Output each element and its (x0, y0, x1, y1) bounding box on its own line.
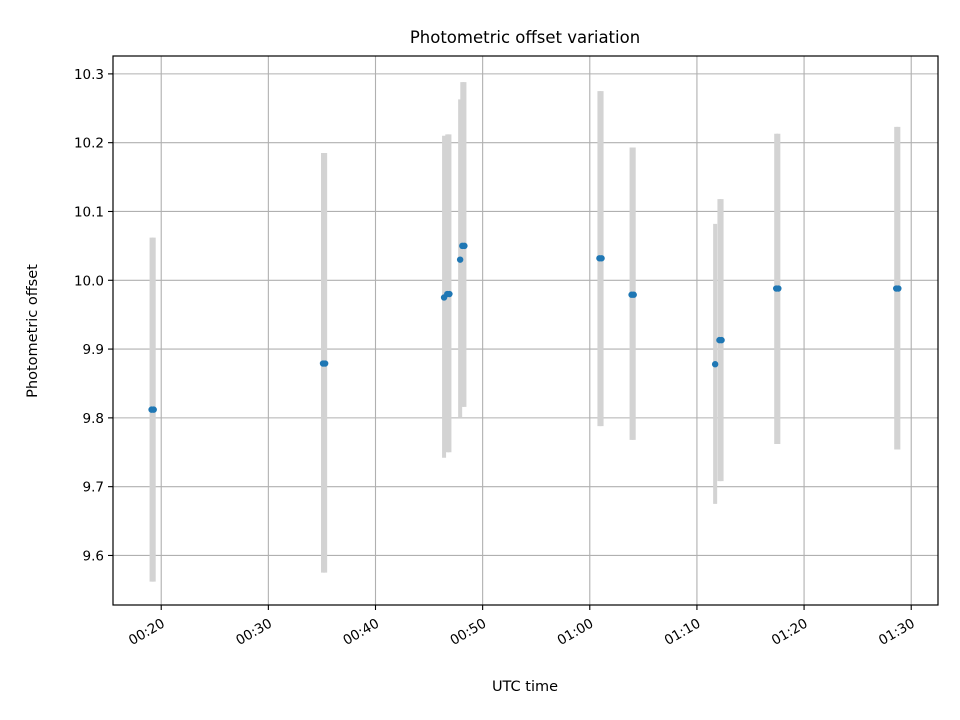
y-tick-label: 9.7 (83, 480, 104, 496)
data-point (321, 360, 329, 367)
data-point (150, 406, 157, 413)
y-axis-label: Photometric offset (25, 264, 41, 398)
y-tick-label: 10.3 (74, 67, 104, 83)
data-point (775, 285, 782, 292)
data-point (446, 290, 453, 298)
data-point (718, 336, 725, 344)
y-tick-label: 10.2 (74, 136, 104, 152)
data-point (711, 361, 719, 368)
y-tick-label: 10.0 (74, 273, 104, 289)
data-point (630, 291, 637, 298)
data-markers (148, 242, 902, 413)
data-point (456, 256, 464, 263)
y-tick-label: 9.8 (83, 411, 104, 427)
grid-lines (113, 56, 938, 605)
plot-frame (112, 55, 939, 606)
chart-title: Photometric offset variation (410, 28, 640, 47)
data-point (598, 255, 605, 262)
y-tick-label: 9.6 (83, 548, 104, 564)
data-point (461, 242, 468, 250)
y-tick-label: 9.9 (83, 342, 104, 358)
data-point (895, 285, 902, 292)
y-axis: 9.6 9.7 9.8 9.9 10.0 10.1 10.2 10.3 (74, 67, 113, 564)
y-tick-label: 10.1 (74, 204, 104, 220)
x-axis-label: UTC time (492, 679, 558, 695)
